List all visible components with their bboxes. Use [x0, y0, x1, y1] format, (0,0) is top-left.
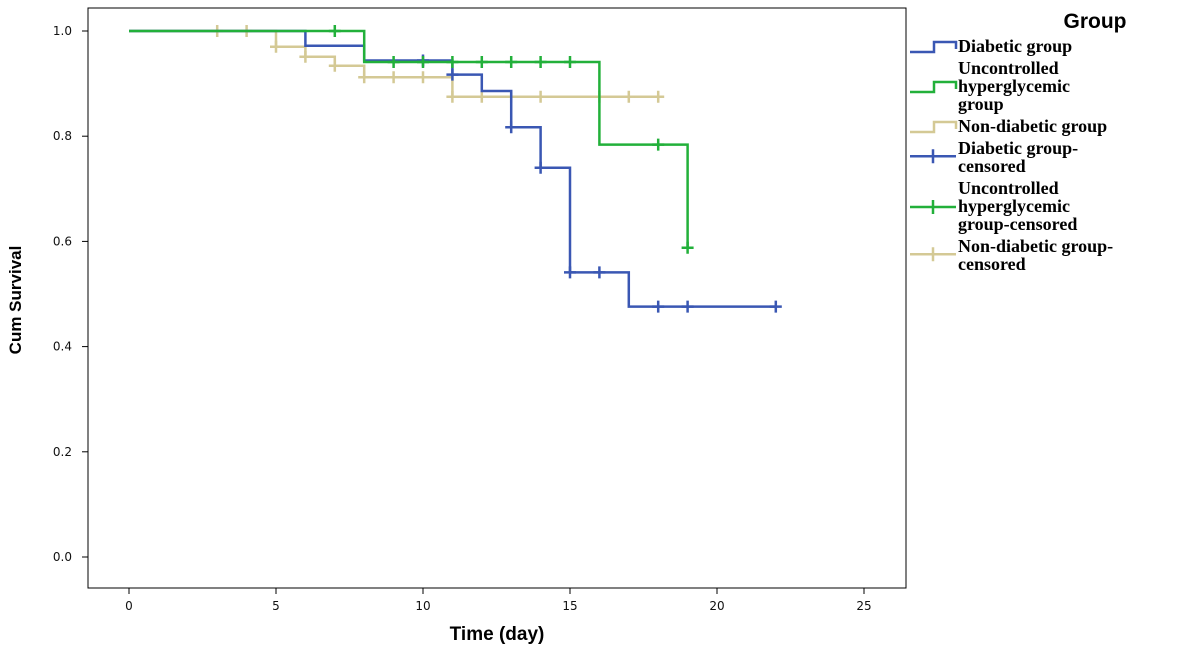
legend-label: Diabetic group: [958, 36, 1072, 56]
x-tick-label: 15: [562, 599, 577, 613]
legend: Group Diabetic groupUncontrolledhypergly…: [910, 10, 1127, 274]
censor-mark: [299, 50, 312, 63]
legend-label: censored: [958, 156, 1026, 176]
legend-line-icon: [910, 120, 958, 134]
censor-mark: [505, 121, 518, 134]
legend-label: Non-diabetic group-: [958, 236, 1113, 256]
legend-label: group: [958, 94, 1004, 114]
censor-mark: [652, 300, 665, 313]
y-axis: 0.0 0.2 0.4 0.6 0.8 1.0: [53, 24, 88, 564]
y-axis-title: Cum Survival: [6, 246, 25, 355]
censor-mark: [652, 90, 665, 103]
legend-label: Diabetic group-: [958, 138, 1078, 158]
censor-mark: [534, 161, 547, 174]
censor-mark: [681, 241, 694, 254]
x-axis: 0 5 10 15 20 25: [125, 588, 872, 613]
x-tick-label: 25: [856, 599, 871, 613]
censor-mark: [387, 71, 400, 84]
y-tick-label: 0.2: [53, 445, 72, 459]
censor-mark: [270, 40, 282, 53]
y-tick-label: 0.8: [53, 129, 72, 143]
legend-item: Non-diabetic group-censored: [910, 236, 1113, 274]
legend-censor-icon: [910, 149, 956, 164]
censor-mark: [769, 300, 782, 313]
survival-curve: [129, 29, 776, 308]
censor-mark: [505, 56, 518, 69]
censor-mark: [534, 56, 547, 69]
censor-mark: [328, 25, 341, 37]
censor-mark: [358, 71, 371, 84]
legend-label: hyperglycemic: [958, 76, 1070, 96]
censor-mark: [446, 68, 459, 81]
censor-mark: [681, 300, 694, 313]
legend-label: Uncontrolled: [958, 178, 1059, 198]
legend-label: censored: [958, 254, 1026, 274]
series-uncontrolled-hyperglycemic-group: [129, 25, 694, 254]
y-tick-label: 0.0: [53, 550, 72, 564]
y-tick-label: 1.0: [53, 24, 72, 38]
censor-mark: [622, 90, 635, 103]
censor-mark: [446, 90, 459, 103]
legend-item: Non-diabetic group: [910, 116, 1107, 136]
legend-censor-icon: [910, 247, 956, 262]
censor-mark: [417, 71, 429, 84]
censor-mark: [652, 138, 665, 151]
censor-mark: [564, 266, 576, 279]
censor-mark: [475, 90, 488, 103]
legend-title: Group: [1064, 10, 1127, 33]
y-tick-label: 0.4: [53, 340, 72, 354]
x-tick-label: 20: [709, 599, 724, 613]
censor-mark: [387, 56, 400, 69]
x-tick-label: 5: [272, 599, 280, 613]
censor-mark: [593, 266, 606, 279]
censor-mark: [564, 56, 576, 69]
censor-mark: [534, 90, 547, 103]
legend-label: Non-diabetic group: [958, 116, 1107, 136]
x-axis-title: Time (day): [450, 624, 545, 645]
legend-item: Diabetic group-censored: [910, 138, 1078, 176]
censor-mark: [328, 59, 341, 72]
censor-mark: [446, 56, 459, 69]
survival-curve: [129, 29, 689, 248]
y-tick-label: 0.6: [53, 234, 72, 248]
x-tick-label: 10: [415, 599, 430, 613]
legend-line-icon: [910, 40, 958, 54]
x-tick-label: 0: [125, 599, 133, 613]
censor-mark: [475, 56, 488, 69]
plot-frame: [87, 7, 907, 589]
legend-item: Diabetic group: [910, 36, 1072, 56]
censor-mark: [417, 56, 429, 69]
series-layer: [129, 25, 782, 313]
legend-label: hyperglycemic: [958, 196, 1070, 216]
legend-line-icon: [910, 80, 958, 94]
legend-label: Uncontrolled: [958, 58, 1059, 78]
legend-censor-icon: [910, 200, 956, 214]
legend-label: group-censored: [958, 214, 1077, 234]
